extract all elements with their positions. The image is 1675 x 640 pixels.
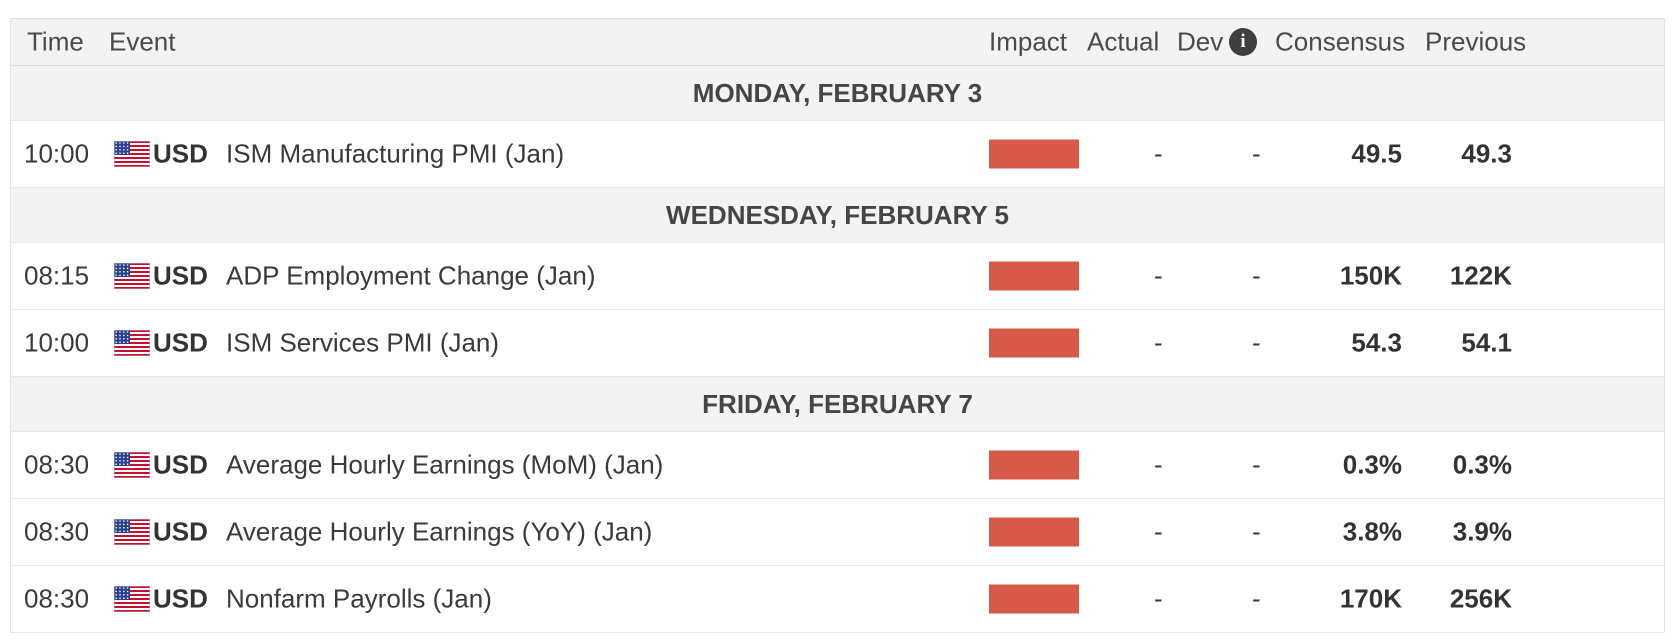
row-dev: - [1252, 516, 1261, 547]
row-event[interactable]: Average Hourly Earnings (MoM) (Jan) [226, 449, 664, 480]
impact-bar [989, 139, 1079, 169]
row-currency: USD [153, 583, 208, 614]
us-flag-icon [114, 330, 150, 356]
day-header: FRIDAY, FEBRUARY 7 [11, 377, 1664, 432]
header-impact[interactable]: Impact [989, 26, 1068, 57]
impact-bar [989, 450, 1079, 480]
row-previous: 256K [1449, 583, 1512, 614]
row-event[interactable]: ADP Employment Change (Jan) [226, 260, 596, 291]
row-time: 08:15 [24, 260, 90, 291]
day-header: WEDNESDAY, FEBRUARY 5 [11, 188, 1664, 243]
us-flag-icon [114, 141, 150, 167]
table-row[interactable]: 08:30 USD Nonfarm Payrolls (Jan) - - 170… [11, 566, 1664, 633]
table-row[interactable]: 08:30 USD Average Hourly Earnings (MoM) … [11, 432, 1664, 499]
row-event[interactable]: ISM Services PMI (Jan) [226, 327, 500, 358]
row-consensus: 49.5 [1351, 138, 1402, 169]
impact-bar [989, 261, 1079, 291]
row-dev: - [1252, 138, 1261, 169]
row-previous: 122K [1449, 260, 1512, 291]
header-dev[interactable]: Dev [1177, 26, 1224, 57]
row-previous: 0.3% [1452, 449, 1512, 480]
row-currency: USD [153, 449, 208, 480]
row-dev: - [1252, 583, 1261, 614]
row-currency: USD [153, 327, 208, 358]
row-consensus: 0.3% [1342, 449, 1402, 480]
header-event[interactable]: Event [109, 26, 176, 57]
row-actual: - [1154, 449, 1163, 480]
us-flag-icon [114, 519, 150, 545]
row-actual: - [1154, 327, 1163, 358]
table-row[interactable]: 10:00 USD ISM Manufacturing PMI (Jan) - … [11, 121, 1664, 188]
row-event[interactable]: Nonfarm Payrolls (Jan) [226, 583, 492, 614]
row-consensus: 150K [1339, 260, 1402, 291]
impact-bar [989, 517, 1079, 547]
row-time: 08:30 [24, 516, 90, 547]
impact-bar [989, 584, 1079, 614]
us-flag-icon [114, 586, 150, 612]
table-row[interactable]: 08:30 USD Average Hourly Earnings (YoY) … [11, 499, 1664, 566]
row-time: 10:00 [24, 138, 90, 169]
row-actual: - [1154, 138, 1163, 169]
us-flag-icon [114, 452, 150, 478]
row-time: 08:30 [24, 583, 90, 614]
table-row[interactable]: 08:15 USD ADP Employment Change (Jan) - … [11, 243, 1664, 310]
row-dev: - [1252, 449, 1261, 480]
row-previous: 3.9% [1452, 516, 1512, 547]
header-consensus[interactable]: Consensus [1275, 26, 1406, 57]
economic-calendar-table: Time Event Impact Actual Dev i Consensus… [10, 18, 1665, 633]
row-currency: USD [153, 516, 208, 547]
row-event[interactable]: Average Hourly Earnings (YoY) (Jan) [226, 516, 653, 547]
table-row[interactable]: 10:00 USD ISM Services PMI (Jan) - - 54.… [11, 310, 1664, 377]
table-header: Time Event Impact Actual Dev i Consensus… [11, 19, 1664, 66]
impact-bar [989, 328, 1079, 358]
header-actual[interactable]: Actual [1087, 26, 1160, 57]
header-time[interactable]: Time [27, 26, 84, 57]
row-dev: - [1252, 260, 1261, 291]
row-dev: - [1252, 327, 1261, 358]
row-consensus: 54.3 [1351, 327, 1402, 358]
row-consensus: 3.8% [1342, 516, 1402, 547]
row-event[interactable]: ISM Manufacturing PMI (Jan) [226, 138, 565, 169]
us-flag-icon [114, 263, 150, 289]
info-icon[interactable]: i [1229, 28, 1257, 56]
row-actual: - [1154, 583, 1163, 614]
row-actual: - [1154, 516, 1163, 547]
row-currency: USD [153, 260, 208, 291]
row-previous: 49.3 [1461, 138, 1512, 169]
header-previous[interactable]: Previous [1425, 26, 1527, 57]
day-header: MONDAY, FEBRUARY 3 [11, 66, 1664, 121]
row-currency: USD [153, 138, 208, 169]
row-consensus: 170K [1339, 583, 1402, 614]
row-time: 10:00 [24, 327, 90, 358]
row-time: 08:30 [24, 449, 90, 480]
row-previous: 54.1 [1461, 327, 1512, 358]
row-actual: - [1154, 260, 1163, 291]
